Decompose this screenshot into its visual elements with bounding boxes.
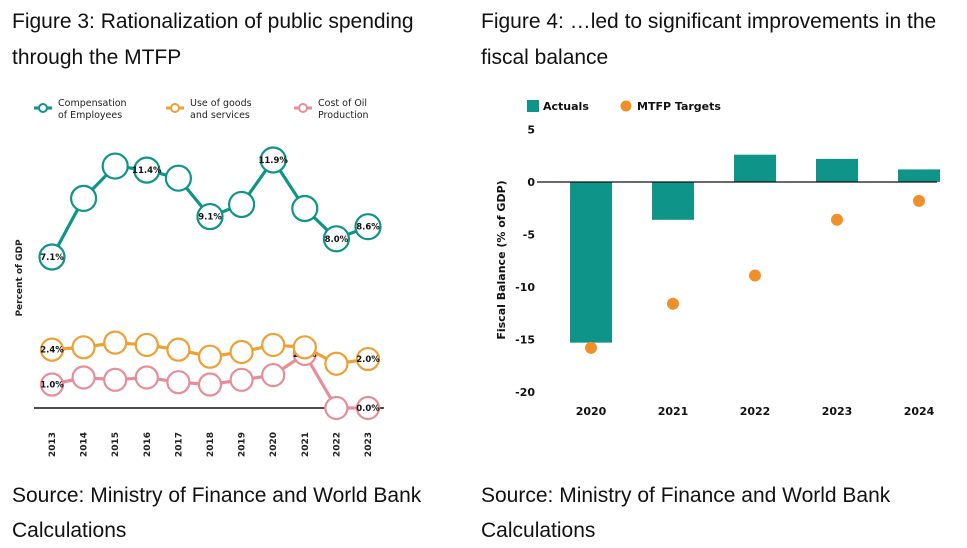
- data-point: [39, 337, 65, 362]
- data-point: [164, 164, 192, 192]
- x-tick-label: 2020: [576, 405, 607, 418]
- data-point: [101, 152, 129, 180]
- data-label: 2.0%: [356, 355, 380, 365]
- data-point: [291, 194, 319, 223]
- data-point: [292, 335, 317, 360]
- bar-actual: [734, 154, 776, 182]
- data-point: [197, 344, 223, 369]
- data-point: [229, 339, 254, 365]
- x-tick-label: 2020: [269, 432, 279, 457]
- figure-4-source: Source: Ministry of Finance and World Ba…: [481, 484, 891, 542]
- x-tick-label: 2024: [904, 405, 935, 418]
- dot-target: [913, 194, 925, 207]
- x-tick-label: 2016: [143, 432, 153, 457]
- data-point: [322, 225, 350, 253]
- figure-3-source: Source: Ministry of Finance and World Ba…: [12, 484, 422, 542]
- data-point: [133, 156, 161, 184]
- data-point: [39, 372, 65, 397]
- data-label: 8.0%: [325, 235, 349, 245]
- data-point: [134, 332, 159, 358]
- figure-4-panel: Figure 4: …led to significant improvemen…: [475, 0, 967, 544]
- x-tick-label: 2014: [80, 432, 90, 457]
- figure-3-title: Figure 3: Rationalization of public spen…: [12, 10, 414, 69]
- data-label: 2.4%: [40, 346, 64, 356]
- x-tick-label: 2015: [111, 432, 121, 457]
- legend-swatch-actuals: [527, 100, 539, 112]
- bar-actual: [652, 182, 694, 220]
- legend-label: Production: [318, 110, 369, 121]
- legend-label: Compensation: [58, 98, 127, 109]
- y-tick-label: -10: [515, 281, 535, 294]
- legend-label: of Employees: [58, 110, 122, 121]
- legend-marker: [38, 103, 48, 113]
- x-tick-label: 2022: [332, 432, 342, 457]
- data-label: 0.0%: [356, 404, 380, 414]
- data-point: [103, 367, 128, 392]
- data-label: 9.1%: [198, 213, 222, 223]
- data-point: [229, 367, 254, 392]
- data-label: 7.1%: [40, 253, 64, 263]
- bar-actual: [898, 169, 940, 182]
- x-tick-label: 2019: [238, 432, 248, 457]
- legend-label: Use of goods: [190, 98, 252, 109]
- data-point: [324, 395, 349, 421]
- legend-label-targets: MTFP Targets: [637, 100, 721, 113]
- data-point: [355, 346, 381, 372]
- data-point: [354, 213, 382, 241]
- data-point: [38, 243, 66, 271]
- x-tick-label: 2017: [174, 432, 184, 457]
- data-point: [355, 395, 381, 421]
- legend-marker: [170, 103, 180, 113]
- bar-actual: [816, 158, 858, 182]
- x-tick-label: 2018: [206, 432, 216, 457]
- figure-4-chart: Actuals MTFP Targets -20 -15 -10 -5 0 5 Fiscal B…: [495, 100, 940, 418]
- y-tick-label: 0: [527, 176, 535, 189]
- data-point: [261, 332, 286, 358]
- data-point: [134, 365, 159, 390]
- bar-actual: [570, 182, 612, 343]
- data-point: [324, 351, 349, 376]
- data-point: [197, 372, 223, 397]
- dot-target: [831, 213, 843, 226]
- data-point: [166, 370, 191, 395]
- y-axis-label: Fiscal Balance (% of GDP): [495, 180, 508, 339]
- data-point: [103, 330, 128, 355]
- figure-4-title: Figure 4: …led to significant improvemen…: [481, 10, 937, 69]
- legend-marker: [298, 103, 308, 113]
- y-tick-label: -5: [523, 229, 535, 242]
- dot-target: [667, 297, 679, 310]
- data-label: 11.9%: [258, 156, 288, 166]
- data-point: [196, 202, 224, 231]
- data-point: [259, 146, 287, 174]
- data-point: [71, 335, 96, 360]
- data-point: [261, 363, 286, 388]
- x-tick-label: 2013: [48, 432, 58, 457]
- data-label: 11.4%: [132, 166, 162, 176]
- y-tick-label: -15: [515, 334, 535, 347]
- legend-dot-targets: [620, 100, 632, 112]
- x-tick-label: 2021: [658, 405, 689, 418]
- legend-label: Cost of Oil: [318, 98, 367, 109]
- legend-label-actuals: Actuals: [543, 100, 589, 113]
- data-point: [71, 365, 96, 390]
- x-tick-label: 2023: [364, 432, 374, 457]
- x-tick-label: 2021: [301, 432, 311, 457]
- data-point: [228, 190, 256, 219]
- y-axis-label: Percent of GDP: [15, 239, 25, 317]
- dot-target: [749, 269, 761, 282]
- legend-label: and services: [190, 110, 250, 121]
- x-tick-label: 2022: [740, 405, 771, 418]
- data-point: [69, 184, 98, 212]
- data-label: 8.6%: [356, 223, 380, 233]
- data-point: [166, 337, 191, 362]
- x-tick-label: 2023: [822, 405, 853, 418]
- figure-3-panel: Figure 3: Rationalization of public spen…: [0, 0, 475, 544]
- data-label: 1.0%: [40, 381, 64, 391]
- y-tick-label: 5: [527, 124, 535, 137]
- y-tick-label: -20: [515, 386, 535, 399]
- dot-target: [585, 341, 597, 354]
